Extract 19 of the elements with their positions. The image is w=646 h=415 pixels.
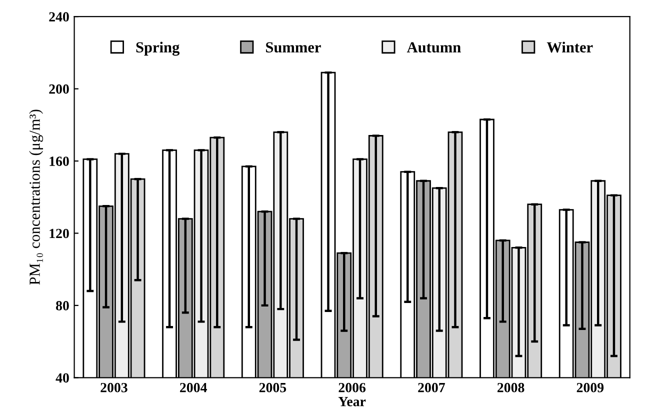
x-tick-label: 2007 [418, 382, 445, 392]
x-tick-label: 2005 [259, 382, 286, 392]
legend-label: Summer [266, 42, 321, 53]
x-tick-label: 2008 [497, 382, 524, 392]
y-tick-label: 80 [56, 301, 69, 310]
legend-label: Autumn [406, 42, 461, 53]
y-tick-label: 120 [50, 228, 69, 238]
x-tick-label: 2004 [180, 382, 207, 392]
y-tick-label: 160 [50, 156, 69, 166]
legend-label: Spring [136, 42, 180, 56]
y-tick-label: 40 [56, 373, 69, 383]
legend-label: Winter [546, 42, 593, 53]
y-tick-label: 240 [49, 12, 69, 22]
x-tick-label: 2003 [100, 382, 128, 392]
y-axis-title: PM₁₀ concentrations (μg/m³) [29, 110, 44, 285]
x-tick-label: 2009 [576, 382, 604, 392]
y-tick-label: 200 [49, 84, 69, 94]
x-axis-title: Year [338, 397, 366, 406]
x-tick-label: 2006 [338, 382, 366, 392]
